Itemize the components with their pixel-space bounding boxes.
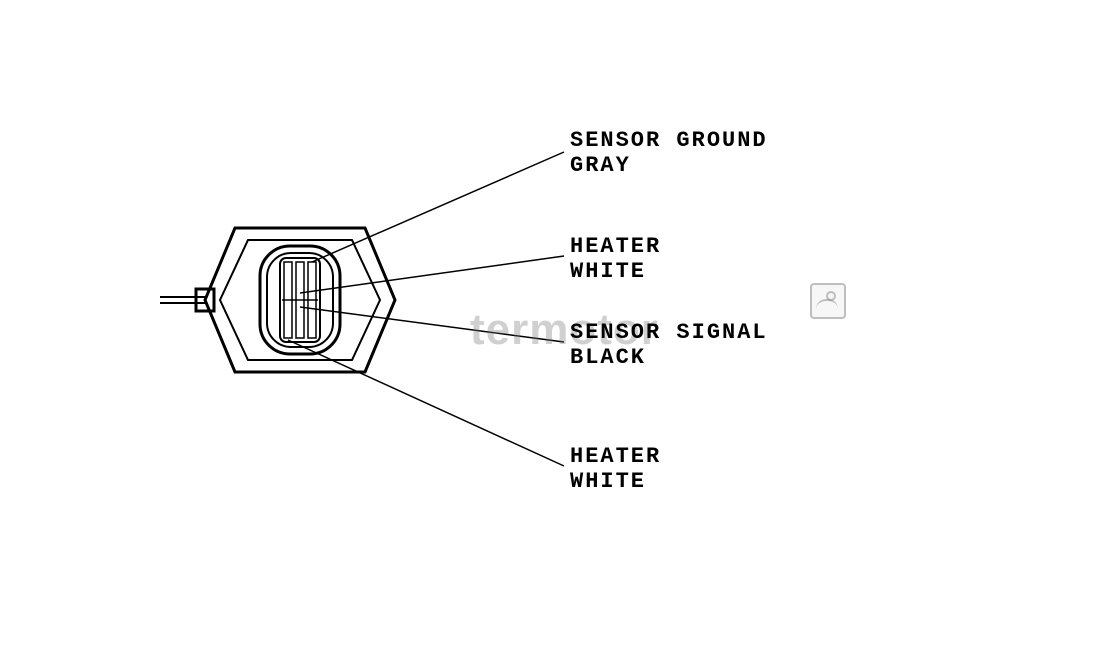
watermark-icon	[810, 283, 846, 319]
label-pin-2: HEATER WHITE	[570, 234, 661, 285]
label-pin-3: SENSOR SIGNAL BLACK	[570, 320, 768, 371]
leader-pin-1	[312, 152, 564, 262]
leader-pin-4	[288, 340, 564, 466]
label-pin-1: SENSOR GROUND GRAY	[570, 128, 768, 179]
label-pin-4: HEATER WHITE	[570, 444, 661, 495]
